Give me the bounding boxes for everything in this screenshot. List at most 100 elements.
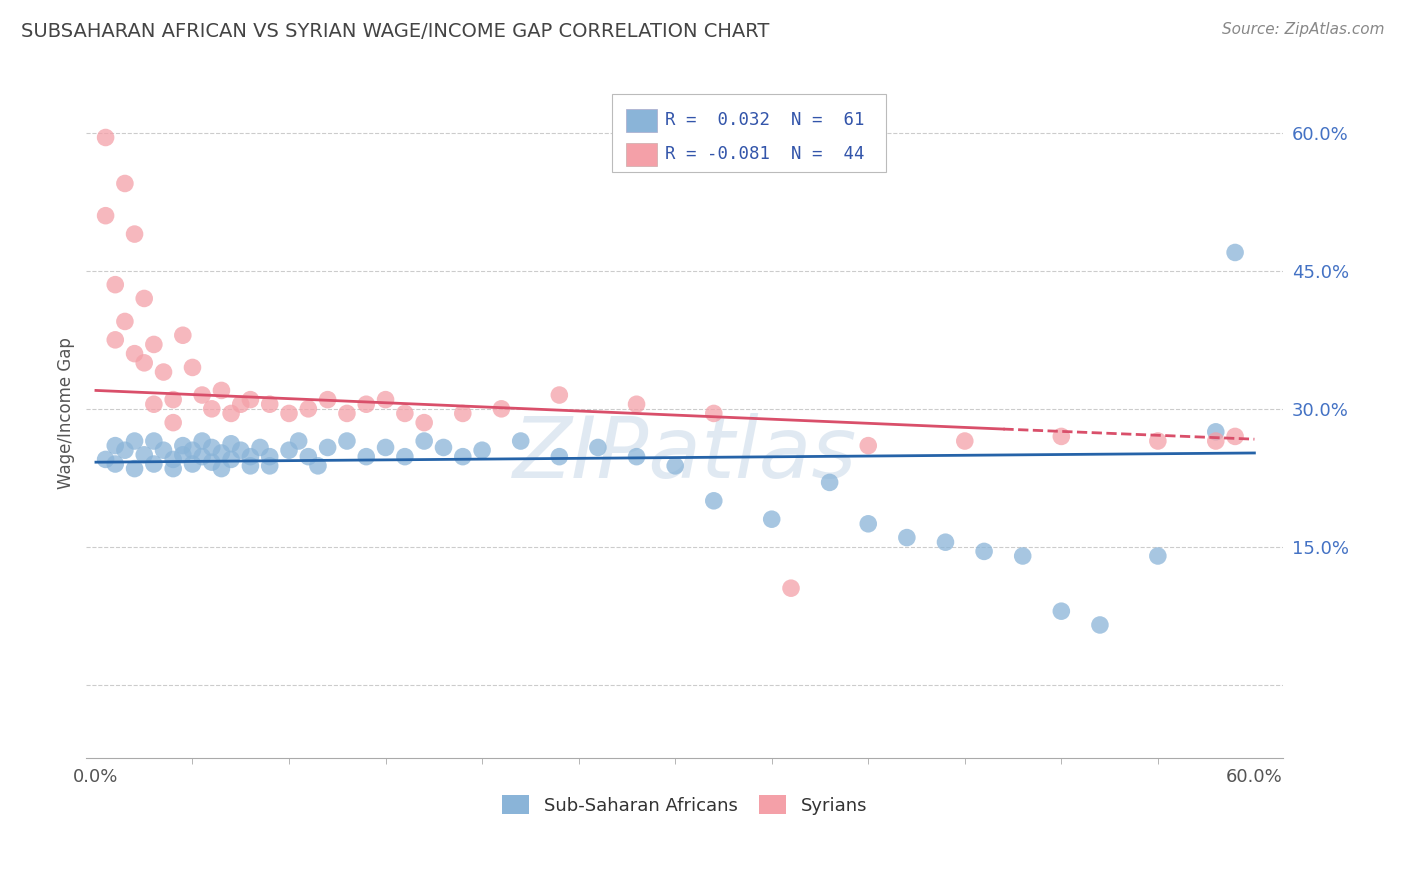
Point: [259, 458, 281, 473]
Point: [1223, 245, 1246, 260]
Point: [124, 346, 146, 360]
Point: [1147, 434, 1170, 448]
Point: [191, 388, 214, 402]
Text: R =  0.032  N =  61: R = 0.032 N = 61: [665, 112, 865, 129]
Point: [278, 406, 301, 420]
Point: [201, 455, 224, 469]
Point: [297, 401, 319, 416]
Point: [172, 328, 194, 343]
Point: [586, 441, 609, 455]
Point: [413, 416, 436, 430]
Point: [1088, 618, 1111, 632]
Point: [181, 443, 204, 458]
Point: [142, 337, 165, 351]
Point: [259, 397, 281, 411]
Point: [191, 450, 214, 464]
Point: [142, 457, 165, 471]
Point: [394, 406, 416, 420]
Point: [1205, 425, 1227, 439]
Point: [896, 531, 918, 545]
Point: [287, 434, 309, 448]
Point: [229, 397, 252, 411]
Point: [491, 401, 513, 416]
Point: [548, 388, 571, 402]
Point: [509, 434, 531, 448]
Point: [124, 434, 146, 448]
Point: [432, 441, 454, 455]
Point: [394, 450, 416, 464]
Point: [471, 443, 494, 458]
Text: SUBSAHARAN AFRICAN VS SYRIAN WAGE/INCOME GAP CORRELATION CHART: SUBSAHARAN AFRICAN VS SYRIAN WAGE/INCOME…: [21, 22, 769, 41]
Y-axis label: Wage/Income Gap: Wage/Income Gap: [58, 337, 75, 490]
Text: R = -0.081  N =  44: R = -0.081 N = 44: [665, 145, 865, 163]
Point: [316, 392, 339, 407]
Point: [172, 439, 194, 453]
Point: [191, 434, 214, 448]
Point: [664, 458, 686, 473]
Point: [626, 450, 648, 464]
Point: [162, 461, 184, 475]
Point: [142, 397, 165, 411]
Point: [142, 434, 165, 448]
Point: [239, 450, 262, 464]
Point: [114, 314, 136, 328]
Point: [1205, 434, 1227, 448]
Point: [134, 356, 156, 370]
Point: [1011, 549, 1033, 563]
Point: [94, 130, 117, 145]
Point: [94, 209, 117, 223]
Point: [219, 406, 242, 420]
Point: [201, 401, 224, 416]
Point: [104, 439, 127, 453]
Point: [172, 448, 194, 462]
Point: [278, 443, 301, 458]
Point: [780, 581, 803, 595]
Point: [818, 475, 841, 490]
Point: [858, 439, 880, 453]
Point: [104, 333, 127, 347]
Text: ZIPatlas: ZIPatlas: [513, 413, 856, 496]
Point: [239, 458, 262, 473]
Point: [1050, 604, 1073, 618]
Point: [229, 443, 252, 458]
Point: [124, 227, 146, 241]
Point: [374, 392, 396, 407]
Point: [374, 441, 396, 455]
Point: [953, 434, 976, 448]
Point: [354, 450, 377, 464]
Point: [703, 493, 725, 508]
Point: [548, 450, 571, 464]
Point: [336, 406, 359, 420]
Point: [114, 443, 136, 458]
Point: [152, 365, 174, 379]
Point: [104, 457, 127, 471]
Point: [219, 452, 242, 467]
Point: [307, 458, 329, 473]
Point: [934, 535, 956, 549]
Point: [297, 450, 319, 464]
Point: [181, 360, 204, 375]
Point: [1050, 429, 1073, 443]
Point: [181, 457, 204, 471]
Point: [336, 434, 359, 448]
Point: [209, 461, 232, 475]
Point: [134, 292, 156, 306]
Point: [259, 450, 281, 464]
Point: [451, 450, 474, 464]
Point: [124, 461, 146, 475]
Point: [134, 448, 156, 462]
Point: [114, 177, 136, 191]
Point: [219, 437, 242, 451]
Point: [201, 441, 224, 455]
Point: [249, 441, 271, 455]
Legend: Sub-Saharan Africans, Syrians: Sub-Saharan Africans, Syrians: [502, 796, 868, 815]
Point: [703, 406, 725, 420]
Point: [316, 441, 339, 455]
Point: [162, 416, 184, 430]
Point: [413, 434, 436, 448]
Point: [152, 443, 174, 458]
Point: [162, 452, 184, 467]
Point: [761, 512, 783, 526]
Point: [162, 392, 184, 407]
Point: [1147, 549, 1170, 563]
